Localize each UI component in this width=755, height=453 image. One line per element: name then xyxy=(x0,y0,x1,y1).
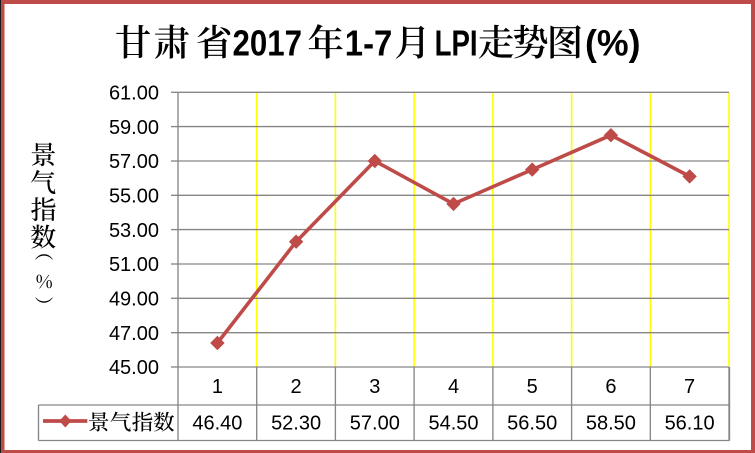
svg-text:46.40: 46.40 xyxy=(192,413,242,435)
svg-text:51.00: 51.00 xyxy=(109,254,159,276)
svg-text:56.10: 56.10 xyxy=(665,413,715,435)
svg-text:59.00: 59.00 xyxy=(109,117,159,139)
svg-text:1: 1 xyxy=(212,376,223,398)
svg-text:54.50: 54.50 xyxy=(428,413,478,435)
svg-text:1-7: 1-7 xyxy=(345,23,393,64)
svg-text:6: 6 xyxy=(605,376,616,398)
svg-text:5: 5 xyxy=(527,376,538,398)
svg-text:52.30: 52.30 xyxy=(271,413,321,435)
svg-text:53.00: 53.00 xyxy=(109,220,159,242)
svg-text:(%): (%) xyxy=(585,23,641,64)
svg-text:49.00: 49.00 xyxy=(109,289,159,311)
svg-text:47.00: 47.00 xyxy=(109,323,159,345)
svg-text:4: 4 xyxy=(448,376,459,398)
svg-text:57.00: 57.00 xyxy=(109,151,159,173)
svg-text:58.50: 58.50 xyxy=(586,413,636,435)
svg-text:45.00: 45.00 xyxy=(109,357,159,379)
svg-text:7: 7 xyxy=(684,376,695,398)
svg-text:61.00: 61.00 xyxy=(109,83,159,105)
svg-text:2: 2 xyxy=(291,376,302,398)
svg-text:57.00: 57.00 xyxy=(350,413,400,435)
svg-text:LPI: LPI xyxy=(435,23,478,64)
svg-text:56.50: 56.50 xyxy=(507,413,557,435)
svg-text:3: 3 xyxy=(369,376,380,398)
svg-text:55.00: 55.00 xyxy=(109,186,159,208)
svg-text:2017: 2017 xyxy=(233,23,303,64)
